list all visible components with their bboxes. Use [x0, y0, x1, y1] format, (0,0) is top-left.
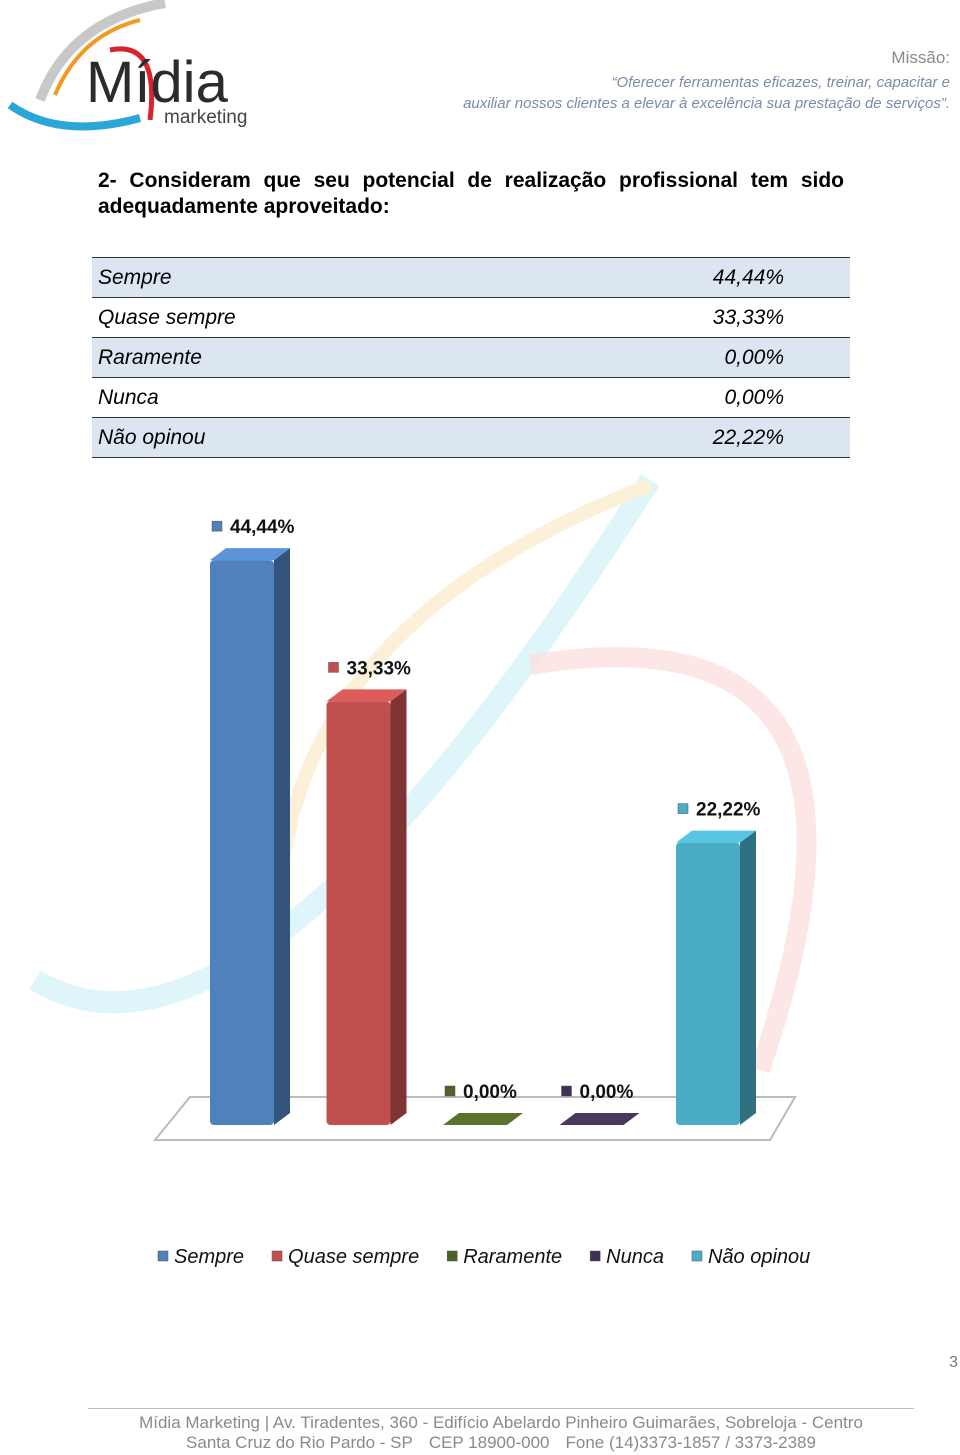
legend-label: Nunca	[606, 1246, 664, 1268]
footer-item: Santa Cruz do Rio Pardo - SP	[186, 1433, 413, 1452]
logo-swoosh	[109, 46, 155, 121]
mission: Missão: “Oferecer ferramentas eficazes, …	[463, 48, 950, 114]
data-label: 0,00%	[463, 1082, 517, 1103]
footer-line: Santa Cruz do Rio Pardo - SP CEP 18900-00…	[88, 1433, 914, 1453]
table-label: Nunca	[92, 377, 480, 418]
table-value: 22,22%	[479, 417, 850, 458]
data-label: 33,33%	[347, 658, 412, 679]
decor-swoosh	[528, 647, 817, 1074]
data-label: 44,44%	[230, 517, 295, 538]
footer: Mídia Marketing | Av. Tiradentes, 360 - …	[88, 1408, 914, 1453]
table-row: Sempre 44,44%	[92, 257, 850, 298]
label-marker	[677, 803, 689, 814]
logo-swoosh	[53, 18, 141, 96]
logo-swoosh	[7, 101, 142, 131]
legend-label: Sempre	[174, 1246, 244, 1268]
bar-side	[390, 689, 407, 1125]
mission-line: auxiliar nossos clientes a elevar à exce…	[463, 95, 950, 112]
footer-line: Mídia Marketing | Av. Tiradentes, 360 - …	[139, 1413, 863, 1432]
table-row: Quase sempre 33,33%	[92, 297, 850, 338]
table-label: Não opinou	[92, 417, 480, 458]
data-label: 0,00%	[580, 1082, 634, 1103]
label-marker	[328, 662, 339, 673]
data-label: 22,22%	[696, 800, 761, 821]
bar	[326, 701, 391, 1125]
bar	[676, 842, 740, 1125]
mission-line: “Oferecer ferramentas eficazes, treinar,…	[611, 74, 950, 91]
table-row: Não opinou 22,22%	[92, 417, 850, 458]
legend-marker	[589, 1250, 601, 1262]
legend-marker	[271, 1250, 283, 1262]
question: 2- Consideram que seu potencial de reali…	[98, 169, 844, 218]
page-number: 3	[949, 1354, 958, 1371]
table: Sempre 44,44% Quase sempre 33,33% Raramente 0…	[92, 257, 850, 458]
bar-top	[443, 1113, 523, 1125]
bar-top	[676, 830, 756, 843]
label-marker	[211, 520, 223, 532]
legend-label: Quase sempre	[288, 1246, 419, 1268]
bar-top	[210, 548, 290, 561]
table-row: Raramente 0,00%	[92, 337, 850, 378]
logo-swoosh	[35, 0, 166, 102]
decor-swoosh	[273, 478, 653, 891]
bar	[210, 560, 274, 1125]
table-value: 33,33%	[479, 297, 850, 338]
legend-marker	[446, 1250, 458, 1262]
table-value: 0,00%	[479, 337, 850, 378]
label-marker	[444, 1085, 456, 1097]
legend-marker	[691, 1250, 703, 1262]
label-marker	[561, 1085, 572, 1097]
table-label: Sempre	[92, 257, 480, 298]
footer-item: Fone (14)3373-1857 / 3373-2389	[565, 1433, 816, 1452]
table-label: Quase sempre	[92, 297, 480, 338]
bar-top	[326, 689, 407, 702]
table-value: 44,44%	[479, 257, 850, 298]
chart: 44,44% 33,33% 0,00% 0,00% 22,22% Sempre Quase …	[29, 474, 817, 1268]
legend-label: Não opinou	[708, 1246, 810, 1268]
bar-top	[559, 1113, 640, 1125]
decor-swoosh	[29, 474, 660, 1014]
table-label: Raramente	[92, 337, 480, 378]
footer-item: CEP 18900-000	[428, 1433, 550, 1452]
mission-label: Missão:	[891, 48, 950, 67]
bar-side	[274, 548, 290, 1125]
logo-name: Mídia	[86, 50, 229, 115]
logo-tagline: marketing	[164, 107, 247, 128]
logo: Mídia marketing	[7, 0, 247, 131]
legend-label: Raramente	[463, 1246, 562, 1268]
legend-marker	[157, 1250, 169, 1262]
table-value: 0,00%	[479, 377, 850, 418]
bar-side	[740, 830, 756, 1125]
table-row: Nunca 0,00%	[92, 377, 850, 418]
